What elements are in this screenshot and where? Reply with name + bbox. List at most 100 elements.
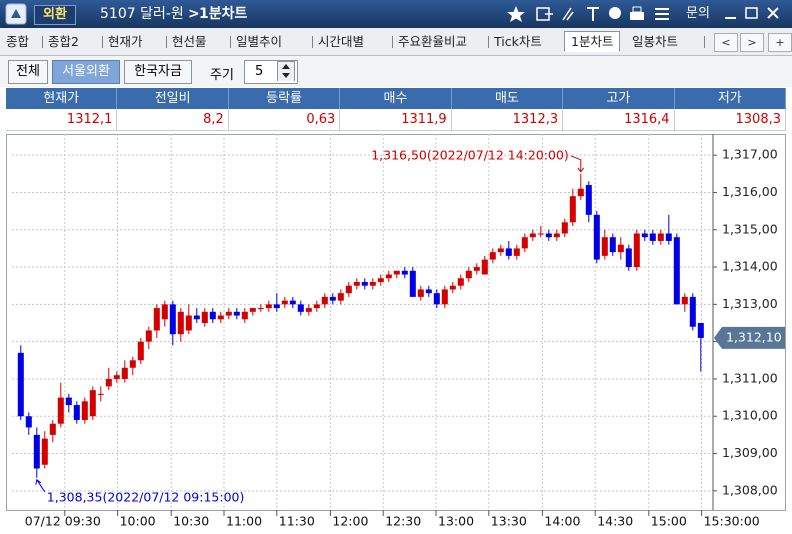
candle-body bbox=[409, 270, 416, 297]
candle-body bbox=[537, 233, 544, 235]
tab[interactable]: 현선물 bbox=[172, 34, 207, 49]
spinner-arrows[interactable] bbox=[277, 61, 295, 81]
candle-body bbox=[689, 296, 696, 327]
candle-body bbox=[193, 315, 200, 320]
candle-body bbox=[257, 308, 264, 310]
candle-body bbox=[433, 293, 440, 305]
title-icons[interactable] bbox=[505, 3, 680, 25]
candle-body bbox=[217, 315, 224, 320]
candle-body bbox=[153, 308, 160, 331]
period-spinner[interactable]: 5 bbox=[244, 60, 298, 84]
quote-header: 저가 bbox=[674, 88, 786, 109]
candle-body bbox=[449, 285, 456, 290]
candle-body bbox=[297, 304, 304, 312]
candle-body bbox=[25, 416, 32, 428]
tab-nav-button[interactable]: + bbox=[768, 33, 792, 52]
market-button[interactable]: 서울외환 bbox=[52, 60, 120, 84]
candle-body bbox=[377, 278, 384, 282]
y-tick-label: 1,313,00 bbox=[722, 296, 778, 311]
breadcrumb-sep: > bbox=[188, 6, 200, 22]
candle-body bbox=[265, 304, 272, 309]
tab[interactable]: 종합 bbox=[6, 34, 30, 49]
candle-body bbox=[97, 393, 104, 395]
screen-name: 1분차트 bbox=[199, 6, 248, 22]
tab-nav-button[interactable]: > bbox=[740, 33, 764, 52]
candle-body bbox=[553, 233, 560, 238]
quote-value: 1308,3 bbox=[674, 109, 786, 131]
candle-body bbox=[465, 270, 472, 279]
tab[interactable]: 종합2 bbox=[48, 34, 79, 49]
quote-header: 전일비 bbox=[117, 88, 229, 109]
tab[interactable]: 시간대별 bbox=[318, 34, 365, 49]
candle-body bbox=[521, 237, 528, 249]
tab-nav-button[interactable]: < bbox=[714, 33, 738, 52]
candle-body bbox=[313, 304, 320, 309]
y-tick-label: 1,315,00 bbox=[722, 221, 778, 236]
quote-header: 매도 bbox=[451, 88, 564, 109]
candle-body bbox=[601, 237, 608, 256]
quote-value: 1312,3 bbox=[451, 109, 564, 131]
candle-body bbox=[57, 397, 64, 424]
candle-body bbox=[353, 281, 360, 286]
x-tick-label: 14:00 bbox=[544, 514, 580, 529]
x-tick-label: 15:30:00 bbox=[704, 514, 760, 529]
candle-body bbox=[321, 296, 328, 305]
candle-body bbox=[137, 341, 144, 361]
x-tick-label: 10:00 bbox=[120, 514, 156, 529]
tab-separator bbox=[392, 36, 393, 48]
candle-body bbox=[489, 252, 496, 260]
candle-body bbox=[129, 360, 136, 368]
y-tick-label: 1,316,00 bbox=[722, 184, 778, 199]
tab-separator bbox=[102, 36, 103, 48]
candle-body bbox=[337, 293, 344, 301]
candle-body bbox=[505, 248, 512, 256]
tab[interactable]: 1분차트 bbox=[564, 31, 621, 52]
candle-body bbox=[169, 304, 176, 335]
x-tick-label: 12:30 bbox=[385, 514, 421, 529]
candle-body bbox=[393, 270, 400, 275]
tab[interactable]: Tick차트 bbox=[494, 34, 542, 49]
period-label: 주기 bbox=[210, 68, 234, 83]
candle-body bbox=[105, 378, 112, 387]
tab-separator bbox=[704, 36, 705, 48]
candle-body bbox=[345, 285, 352, 294]
annotation: 1,316,50(2022/07/12 14:20:00) bbox=[371, 147, 569, 162]
plot-frame bbox=[6, 134, 786, 511]
candle-body bbox=[577, 188, 584, 197]
candle-body bbox=[633, 233, 640, 268]
y-tick-label: 1,314,00 bbox=[722, 259, 778, 274]
quote-table: 현재가 전일비 등락률 매수 매도 고가 저가 1312,1 8,2 0,63 1311,9 1312… bbox=[6, 88, 786, 131]
candle-body bbox=[65, 397, 72, 406]
candle-body bbox=[481, 259, 488, 275]
y-tick-label: 1,317,00 bbox=[722, 147, 778, 162]
candle-body bbox=[145, 330, 152, 342]
tab[interactable]: 현재가 bbox=[108, 34, 143, 49]
candle-body bbox=[329, 296, 336, 301]
current-price-label: 1,312,10 bbox=[726, 329, 782, 344]
help-button[interactable]: 문의 bbox=[686, 6, 710, 21]
candle-body bbox=[473, 267, 480, 271]
x-tick-label: 13:30 bbox=[491, 514, 527, 529]
x-tick-label: 14:30 bbox=[597, 514, 633, 529]
tab[interactable]: 일별추이 bbox=[236, 34, 283, 49]
x-tick-label: 15:00 bbox=[651, 514, 687, 529]
candle-body bbox=[617, 244, 624, 253]
candle-body bbox=[89, 390, 96, 417]
toolbar: 전체 서울외환 한국자금 주기 5 bbox=[0, 56, 792, 87]
candle-body bbox=[593, 214, 600, 260]
candle-body bbox=[545, 233, 552, 238]
candle-body bbox=[385, 274, 392, 279]
tab[interactable]: 일봉차트 bbox=[632, 34, 679, 49]
candle-body bbox=[657, 233, 664, 241]
x-tick-label: 11:00 bbox=[226, 514, 262, 529]
app-icon bbox=[5, 3, 27, 25]
annotation: 1,308,35(2022/07/12 09:15:00) bbox=[47, 489, 245, 504]
market-button[interactable]: 전체 bbox=[8, 60, 48, 84]
tab[interactable]: 주요환율비교 bbox=[398, 34, 468, 49]
candle-body bbox=[33, 434, 40, 469]
candle-body bbox=[185, 315, 192, 331]
window-controls[interactable] bbox=[722, 3, 782, 25]
market-button[interactable]: 한국자금 bbox=[124, 60, 192, 84]
annotation-arrow bbox=[570, 155, 585, 173]
candle-body bbox=[585, 184, 592, 215]
